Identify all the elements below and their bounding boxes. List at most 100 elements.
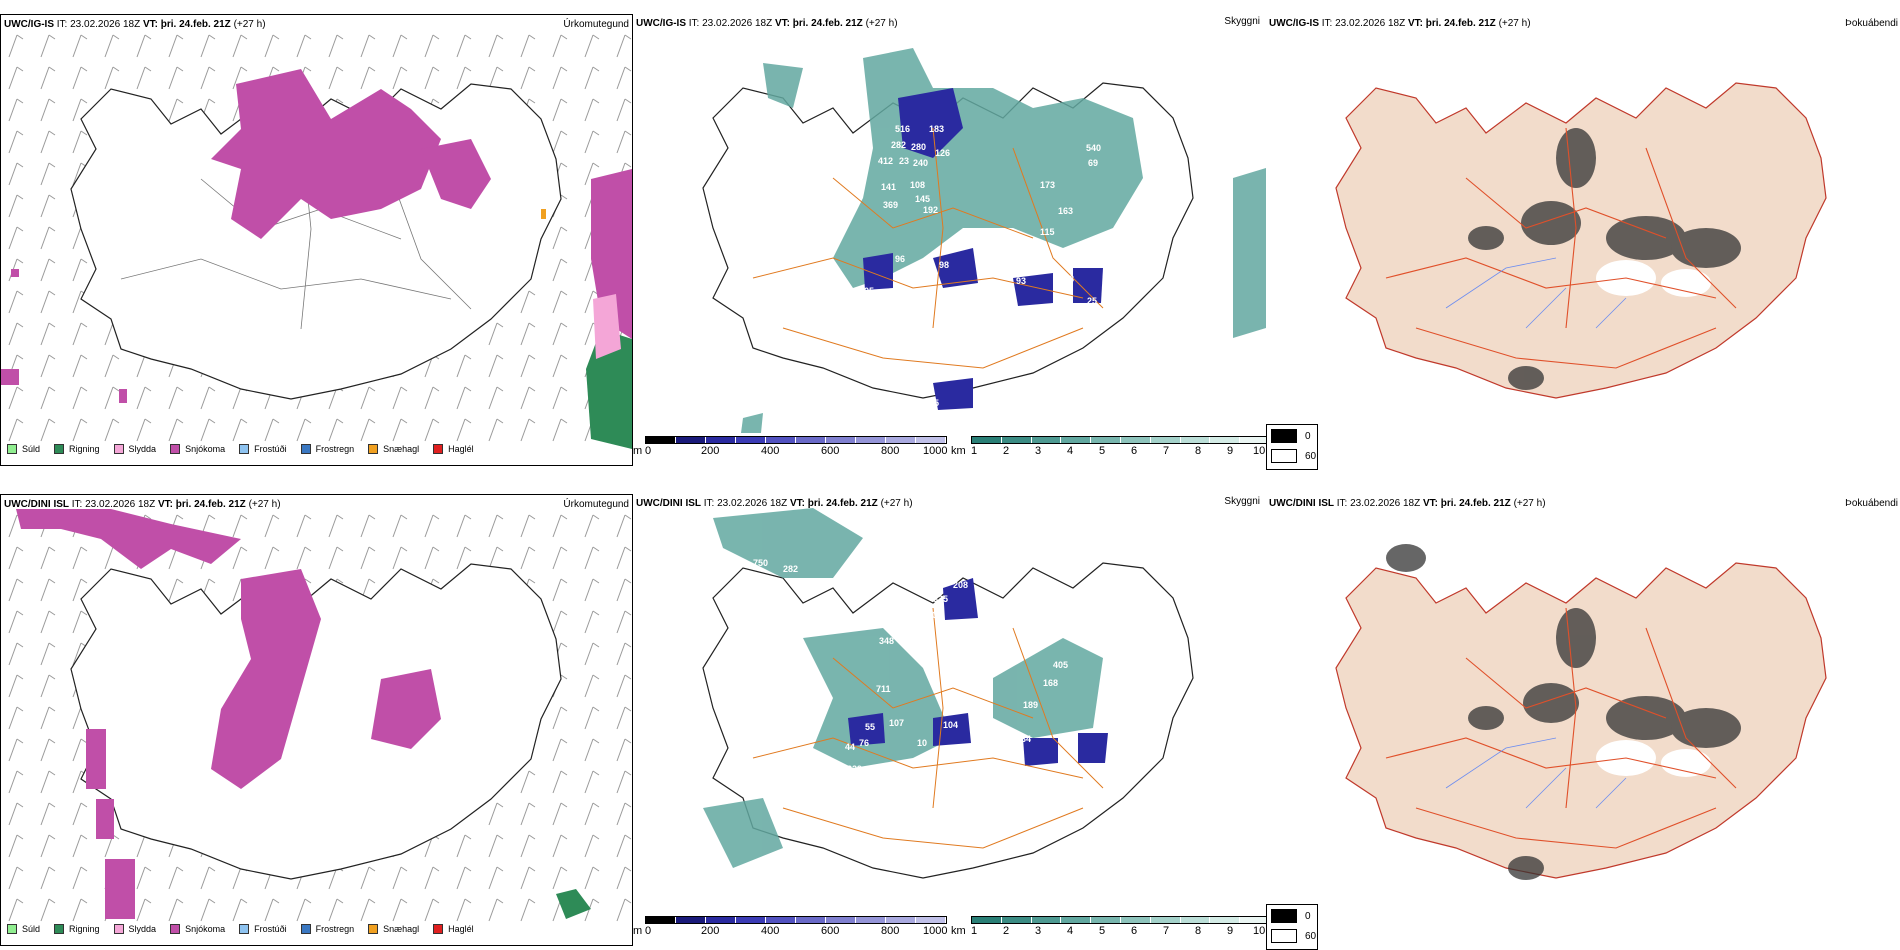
panel-header: UWC/DINI ISL IT: 23.02.2026 18Z VT: þri.… [4,499,281,510]
iceland-land [1335,562,1827,879]
rain-area [586,329,632,449]
svg-text:76: 76 [859,738,869,748]
rain-area [556,889,591,919]
svg-text:711: 711 [876,684,891,694]
legend-item-drizzle: Súld [7,924,40,934]
legend-item-freezing-drizzle: Frostúði [239,924,287,934]
svg-text:208: 208 [953,580,968,590]
legend-item-rain: Rigning [54,444,100,454]
svg-text:10: 10 [917,738,927,748]
precip-type-map [1,29,632,449]
panel-header: UWC/DINI ISL IT: 23.02.2026 18Z VT: þri.… [636,498,913,509]
fog-panel-top: UWC/IG-IS IT: 23.02.2026 18Z VT: þri. 24… [1266,14,1900,470]
visibility-colorbar-strip [971,436,1271,444]
panel-category-title: Þokuábendi [1845,498,1898,509]
snow-areas [1,69,632,403]
legend-item-snow-pellets: Snæhagl [368,444,419,454]
visibility-map: 516 183 282 280 126 412 23 240 108 145 3… [702,48,1266,433]
svg-text:107: 107 [889,718,904,728]
panel-category-title: Skyggni [1224,496,1260,507]
svg-text:115: 115 [1040,227,1055,237]
iceland-land [1335,82,1827,399]
svg-text:405: 405 [1053,660,1068,670]
svg-text:65: 65 [905,400,915,410]
svg-text:120: 120 [1113,274,1128,284]
svg-text:25: 25 [1087,296,1097,306]
fog-legend: 0 60 [1266,424,1318,470]
svg-text:105: 105 [859,286,874,296]
svg-text:134: 134 [1016,734,1031,744]
svg-text:183: 183 [929,124,944,134]
panel-header: UWC/DINI ISL IT: 23.02.2026 18Z VT: þri.… [1269,498,1546,509]
precip-type-map [1,509,632,929]
svg-text:104: 104 [943,720,958,730]
low-ceiling-areas [863,88,1103,410]
legend-item-freezing-rain: Frostregn [300,444,354,454]
panel-header: UWC/IG-IS IT: 23.02.2026 18Z VT: þri. 24… [636,18,898,29]
rivers [1445,737,1627,809]
visibility-colorbar-strip [971,916,1271,924]
svg-text:98: 98 [939,260,949,270]
fog-panel-bottom: UWC/DINI ISL IT: 23.02.2026 18Z VT: þri.… [1266,494,1900,950]
panel-category-title: Skyggni [1224,16,1260,27]
svg-text:23: 23 [1109,712,1119,722]
legend-item-snow-pellets: Snæhagl [368,924,419,934]
svg-text:94: 94 [1059,732,1069,742]
low-ceiling-areas [848,578,1108,766]
legend-item-hail: Haglél [433,444,474,454]
svg-text:140: 140 [1108,732,1123,742]
rivers [1445,257,1627,329]
svg-text:280: 280 [911,142,926,152]
roads [120,128,472,330]
svg-text:23: 23 [899,156,909,166]
svg-text:141: 141 [881,182,896,192]
snow-areas [16,509,441,919]
roads [752,607,1104,849]
svg-text:516: 516 [895,124,910,134]
svg-text:91: 91 [908,378,918,388]
svg-text:69: 69 [1141,160,1151,170]
svg-text:86: 86 [978,688,988,698]
svg-text:282: 282 [783,564,798,574]
svg-text:168: 168 [1108,252,1123,262]
svg-text:69: 69 [1088,158,1098,168]
svg-text:603: 603 [891,610,906,620]
fog-legend: 0 60 [1266,904,1318,950]
svg-text:65: 65 [929,398,939,408]
precip-type-legend: Súld Rigning Slydda Snjókoma Frostúði Fr… [7,924,474,934]
panel-header: UWC/IG-IS IT: 23.02.2026 18Z VT: þri. 24… [4,19,266,30]
precip-type-panel-top: UWC/IG-IS IT: 23.02.2026 18Z VT: þri. 24… [0,14,633,466]
panel-category-title: Þokuábendi [1845,18,1898,29]
panel-category-title: Úrkomutegund [563,499,629,510]
visibility-unit: km [951,445,966,457]
legend-item-sleet: Slydda [113,924,156,934]
svg-text:240: 240 [913,158,928,168]
legend-item-sleet: Slydda [113,444,156,454]
precip-type-panel-bottom: UWC/DINI ISL IT: 23.02.2026 18Z VT: þri.… [0,494,633,946]
svg-text:93: 93 [1016,276,1026,286]
legend-item-hail: Haglél [433,924,474,934]
svg-text:173: 173 [1040,180,1055,190]
svg-text:540: 540 [1086,143,1101,153]
svg-text:126: 126 [935,148,950,158]
roads [1385,127,1737,369]
glacier-white [1596,740,1711,777]
svg-text:348: 348 [879,636,894,646]
roads [752,127,1104,369]
sleet-area [593,294,621,359]
fog-map [1335,82,1827,399]
fog-shading [1386,544,1741,880]
legend-item-freezing-drizzle: Frostúði [239,444,287,454]
svg-text:163: 163 [1058,206,1073,216]
svg-text:128: 128 [1059,274,1074,284]
visibility-panel-bottom: UWC/DINI ISL IT: 23.02.2026 18Z VT: þri.… [633,494,1271,946]
svg-text:569: 569 [1023,246,1038,256]
ceiling-unit: m [633,925,643,937]
visibility-map: 750 282 208 82 335 603 50 244 348 69 405… [702,508,1194,879]
svg-text:369: 369 [883,200,898,210]
svg-text:145: 145 [915,194,930,204]
svg-text:69: 69 [1043,634,1053,644]
panel-header: UWC/IG-IS IT: 23.02.2026 18Z VT: þri. 24… [1269,18,1531,29]
svg-text:82: 82 [899,594,909,604]
ceiling-unit: m [633,445,643,457]
